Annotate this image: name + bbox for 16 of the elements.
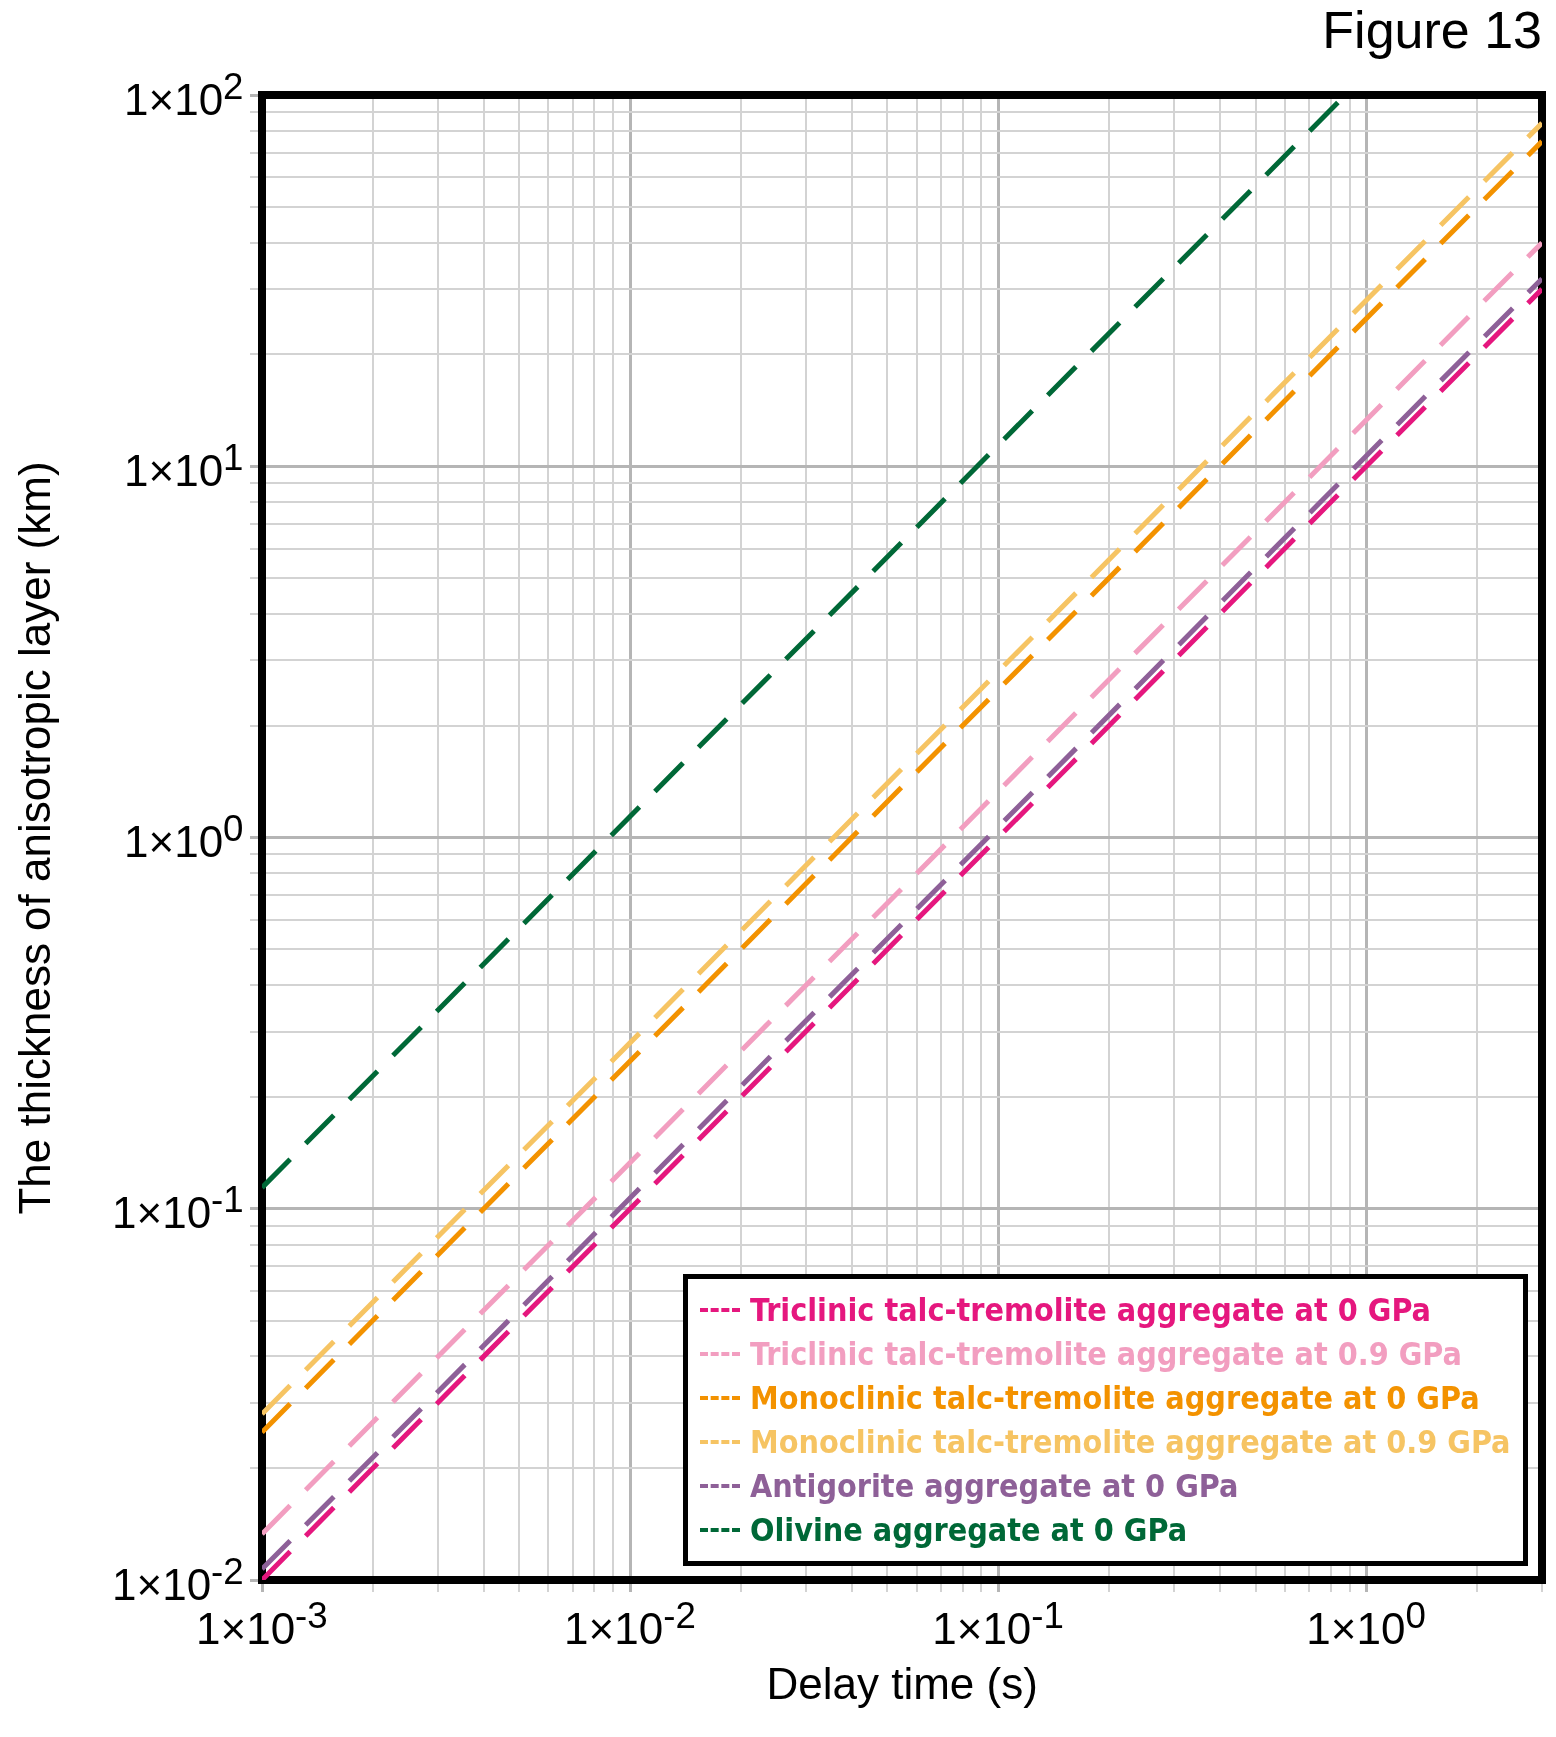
x-tick-label: 1×10$^{-1}$ (932, 1595, 1064, 1653)
y-axis-title: The thickness of anisotropic layer (km) (9, 460, 59, 1215)
legend-label: Monoclinic talc-tremolite aggregate at 0 GPa (750, 1379, 1480, 1417)
legend-label: Triclinic talc-tremolite aggregate at 0.9 GPa (750, 1335, 1462, 1373)
x-axis-title: Delay time (s) (766, 1659, 1038, 1708)
x-tick-label: 1×10$^{-2}$ (564, 1595, 696, 1653)
y-tick-label: 1×10$^{-1}$ (112, 1179, 244, 1237)
y-tick-label: 1×10$^{2}$ (124, 65, 244, 124)
legend-label: Triclinic talc-tremolite aggregate at 0 GPa (750, 1291, 1432, 1329)
x-tick-label: 1×10$^{0}$ (1306, 1595, 1426, 1653)
y-tick-label: 1×10$^{0}$ (124, 808, 244, 866)
legend-label: Monoclinic talc-tremolite aggregate at 0.9 GPa (750, 1423, 1511, 1461)
chart-title: Figure 13 (1322, 0, 1542, 60)
legend-label: Olivine aggregate at 0 GPa (750, 1511, 1188, 1549)
y-tick-label: 1×10$^{1}$ (124, 436, 244, 495)
legend-label: Antigorite aggregate at 0 GPa (750, 1467, 1239, 1505)
